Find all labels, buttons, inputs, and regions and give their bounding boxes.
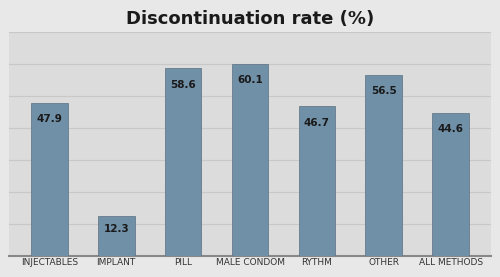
Bar — [232, 64, 268, 255]
Bar — [298, 106, 336, 255]
Bar — [432, 32, 469, 255]
Title: Discontinuation rate (%): Discontinuation rate (%) — [126, 10, 374, 28]
Text: 56.5: 56.5 — [371, 86, 396, 96]
Bar — [31, 32, 68, 255]
Text: 60.1: 60.1 — [237, 75, 263, 85]
Bar — [366, 32, 402, 255]
Text: 58.6: 58.6 — [170, 79, 196, 89]
Text: 47.9: 47.9 — [36, 114, 62, 124]
Bar — [164, 68, 202, 255]
Bar — [98, 216, 134, 255]
Bar — [31, 102, 68, 255]
Text: 46.7: 46.7 — [304, 118, 330, 128]
Text: 12.3: 12.3 — [104, 224, 129, 234]
Bar — [232, 32, 268, 255]
Bar — [366, 75, 402, 255]
Bar — [298, 32, 336, 255]
Bar — [432, 113, 469, 255]
Bar — [164, 32, 202, 255]
Bar — [98, 32, 134, 255]
Text: 44.6: 44.6 — [438, 124, 464, 134]
